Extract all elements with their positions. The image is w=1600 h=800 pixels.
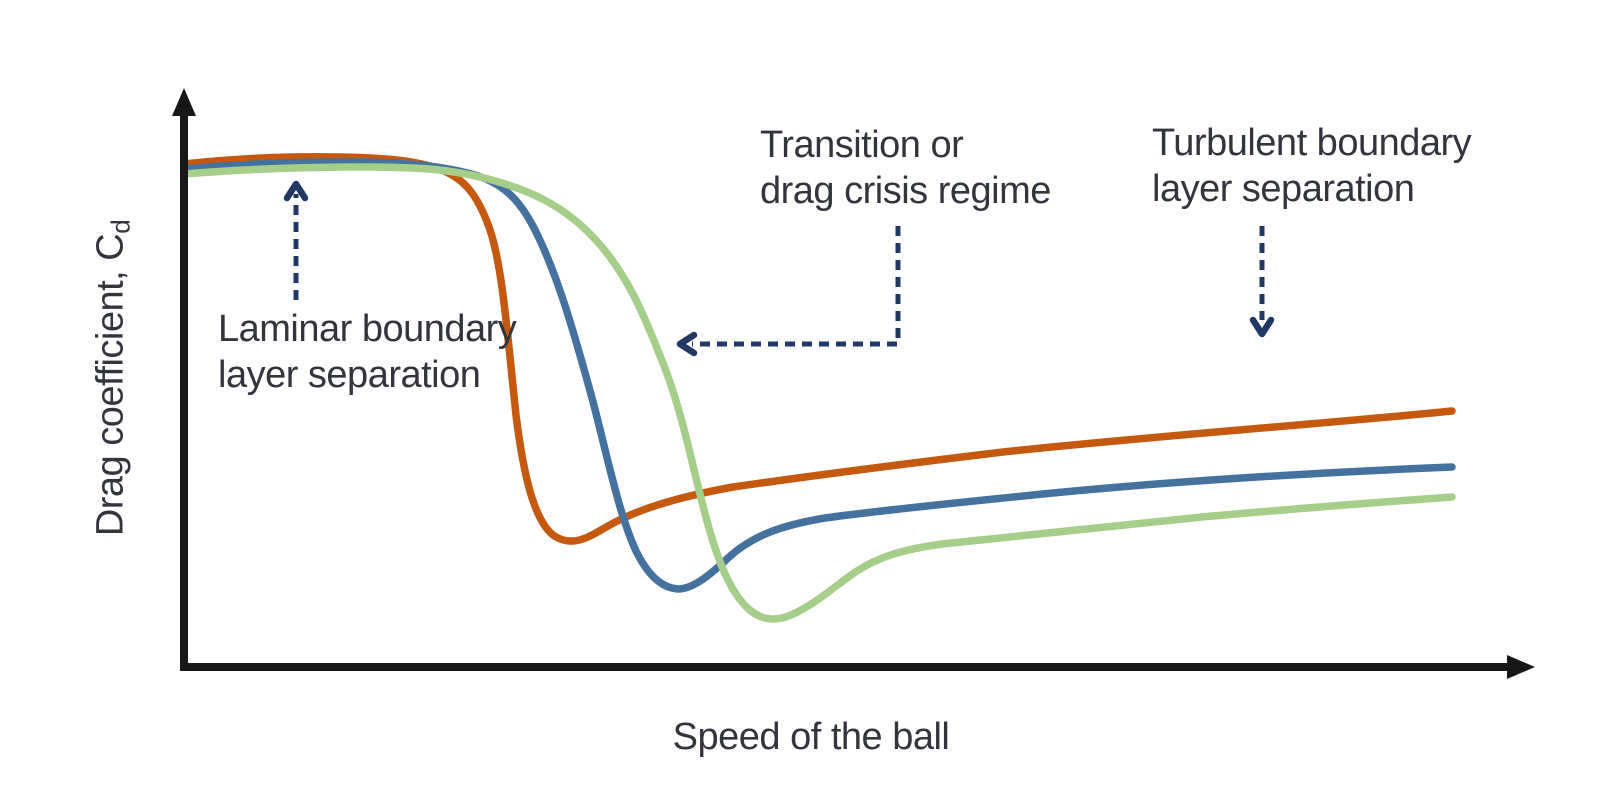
turbulent-arrow	[1249, 226, 1275, 338]
annotation-transition-line2: drag crisis regime	[760, 170, 1051, 212]
laminar-arrow	[283, 180, 309, 300]
laminar-arrowhead-icon	[283, 180, 309, 202]
x-axis-label: Speed of the ball	[673, 714, 950, 760]
y-axis-arrowhead-icon	[172, 88, 196, 116]
transition-arrow-line	[692, 226, 901, 347]
x-axis-label-text: Speed of the ball	[672, 716, 950, 758]
annotation-laminar-line1: Laminar boundary	[218, 308, 517, 350]
y-axis-label: Drag coefficient, Cd	[88, 220, 137, 536]
annotation-laminar: Laminar boundary layer separation	[218, 306, 517, 398]
axis-lines	[180, 110, 1512, 671]
curve-green	[180, 163, 1456, 623]
transition-arrowhead-icon	[676, 331, 698, 357]
annotation-turbulent: Turbulent boundary layer separation	[1152, 120, 1472, 212]
turbulent-arrowhead-icon	[1249, 316, 1275, 338]
annotation-transition: Transition or drag crisis regime	[760, 122, 1051, 214]
transition-arrow	[676, 226, 901, 357]
annotation-turbulent-line1: Turbulent boundary	[1152, 122, 1472, 164]
y-axis-label-subscript: d	[105, 219, 136, 234]
axes	[172, 88, 1535, 679]
annotation-transition-line1: Transition or	[760, 124, 964, 166]
y-axis-label-text: Drag coefficient, C	[89, 233, 132, 537]
annotation-laminar-line2: layer separation	[218, 354, 481, 396]
x-axis-arrowhead-icon	[1507, 655, 1535, 679]
annotation-turbulent-line2: layer separation	[1152, 168, 1415, 210]
